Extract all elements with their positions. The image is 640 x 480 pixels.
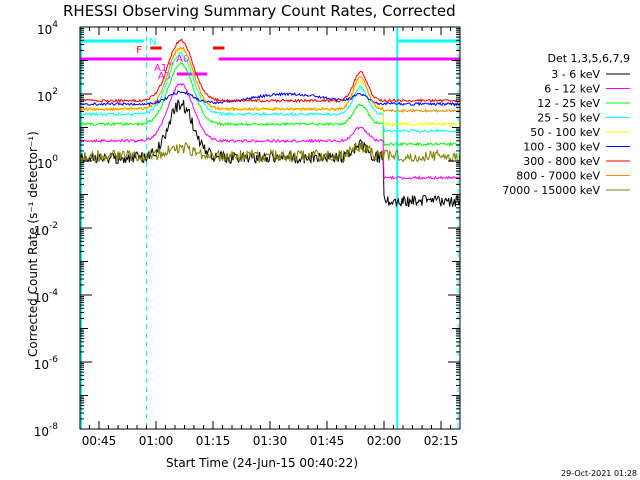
y-axis-label: Corrected Count Rate (s⁻¹ detector⁻¹) (26, 131, 40, 357)
chart-title: RHESSI Observing Summary Count Rates, Co… (63, 2, 456, 20)
y-tick-label: 10-8 (34, 422, 59, 439)
x-tick-label: 02:00 (367, 434, 402, 448)
x-tick-label: 02:15 (424, 434, 459, 448)
series-line (79, 141, 461, 164)
x-tick-label: 01:00 (139, 434, 174, 448)
y-tick-base: 10 (34, 358, 49, 372)
y-tick-exponent: -8 (49, 422, 58, 432)
y-tick-base: 10 (34, 291, 49, 305)
x-tick-label: 00:45 (82, 434, 117, 448)
series-line (79, 61, 460, 147)
y-tick-base: 10 (37, 157, 52, 171)
x-tick-label: 01:45 (310, 434, 345, 448)
plot-axes (79, 26, 461, 430)
y-tick-base: 10 (34, 425, 49, 439)
annotation-a1: A1 (154, 63, 167, 74)
annotation-a0: A0 (176, 54, 189, 65)
y-tick-exponent: -2 (49, 221, 58, 231)
x-tick-label: 01:15 (196, 434, 231, 448)
legend-title: Det 1,3,5,6,7,9 (547, 52, 630, 65)
legend-label: 100 - 300 keV (523, 141, 600, 154)
legend-label: 25 - 50 keV (537, 112, 600, 125)
legend-label: 800 - 7000 keV (516, 170, 600, 183)
y-tick-label: 102 (37, 87, 58, 104)
y-tick-base: 10 (37, 90, 52, 104)
y-tick-label: 10-6 (34, 355, 59, 372)
x-tick-labels: 00:45 01:00 01:15 01:30 01:45 02:00 02:15 (82, 434, 459, 448)
legend-label: 6 - 12 keV (544, 83, 600, 96)
series-line (79, 46, 461, 114)
annotation-f: F (136, 45, 142, 56)
annotation-n: N (149, 37, 156, 48)
legend-label: 3 - 6 keV (551, 68, 600, 81)
legend-label: 7000 - 15000 keV (502, 184, 600, 197)
legend-label: 50 - 100 keV (530, 126, 600, 139)
y-tick-label: 10-2 (34, 221, 58, 238)
y-tick-exponent: 4 (52, 20, 58, 30)
footer-timestamp: 29-Oct-2021 01:28 (561, 469, 637, 478)
y-tick-exponent: 2 (52, 87, 58, 97)
series-line (79, 38, 461, 104)
series-line (79, 90, 461, 107)
legend-label: 12 - 25 keV (537, 97, 600, 110)
y-tick-base: 10 (34, 224, 49, 238)
y-tick-exponent: -4 (49, 288, 58, 298)
x-axis-label: Start Time (24-Jun-15 00:40:22) (166, 456, 358, 470)
y-tick-exponent: -6 (49, 355, 58, 365)
plot-frame (79, 26, 461, 430)
series-line (79, 83, 461, 181)
y-tick-label: 100 (37, 154, 58, 171)
y-tick-label: 10-4 (34, 288, 59, 305)
y-tick-base: 10 (37, 23, 52, 37)
y-tick-exponent: 0 (52, 154, 58, 164)
x-tick-label: 01:30 (253, 434, 288, 448)
series-line (79, 52, 461, 133)
y-tick-label: 104 (37, 20, 58, 37)
legend-label: 300 - 800 keV (523, 155, 600, 168)
series-lines (79, 38, 461, 208)
